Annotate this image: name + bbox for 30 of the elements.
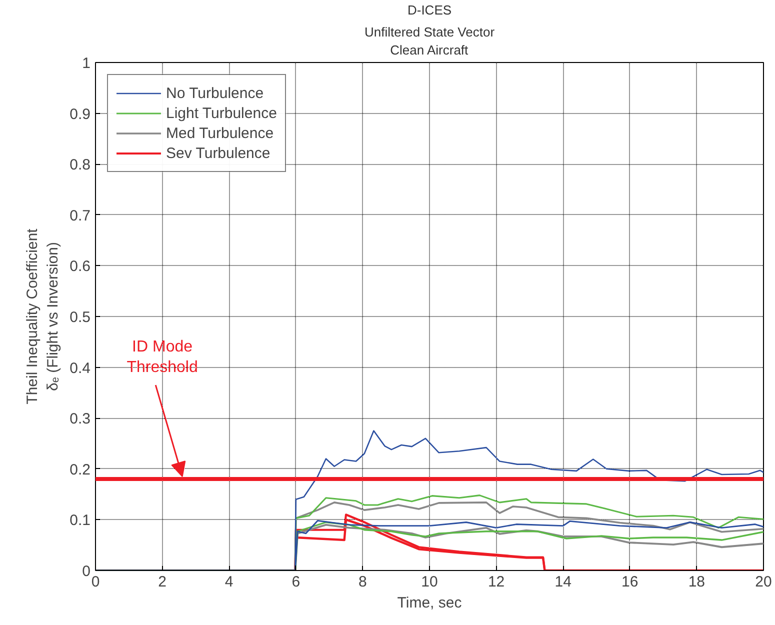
y-tick-label: 0.9 <box>70 106 91 123</box>
y-tick-label: 0.2 <box>70 461 91 478</box>
x-tick-label: 4 <box>224 574 234 590</box>
y-tick-label: 1 <box>82 55 90 72</box>
y-tick-label: 0 <box>82 563 90 580</box>
x-tick-label: 12 <box>488 574 505 590</box>
x-tick-label: 14 <box>554 574 572 590</box>
ref-line-label: ID Mode Threshold <box>126 338 198 376</box>
x-tick-label: 18 <box>688 574 706 590</box>
y-tick-label: 0.8 <box>70 156 91 174</box>
legend-label: No Turbulence <box>166 84 264 102</box>
x-axis-title: Time, sec <box>397 594 462 612</box>
y-tick-label: 0.5 <box>70 309 91 326</box>
y-tick-label: 0.1 <box>70 512 91 530</box>
x-tick-label: 10 <box>421 574 438 590</box>
legend-label: Med Turbulence <box>166 124 274 142</box>
chart-title: D-ICES <box>407 2 452 18</box>
x-tick-label: 20 <box>755 574 772 590</box>
x-tick-label: 16 <box>622 574 638 590</box>
y-tick-label: 0.6 <box>70 258 91 276</box>
y-tick-label: 0.3 <box>70 410 91 428</box>
x-tick-label: 2 <box>158 574 166 590</box>
chart-subtitle: Unfiltered State Vector Clean Aircraft <box>364 24 496 58</box>
legend-label: Sev Turbulence <box>166 144 270 162</box>
y-axis-title: Theil Inequality Coefficient δₑ (Flight vs Inversion) <box>24 228 62 404</box>
y-tick-label: 0.7 <box>70 207 91 224</box>
y-tick-label: 0.4 <box>70 360 91 377</box>
legend-label: Light Turbulence <box>166 104 277 122</box>
x-tick-label: 6 <box>292 574 300 590</box>
x-tick-label: 8 <box>358 574 367 590</box>
